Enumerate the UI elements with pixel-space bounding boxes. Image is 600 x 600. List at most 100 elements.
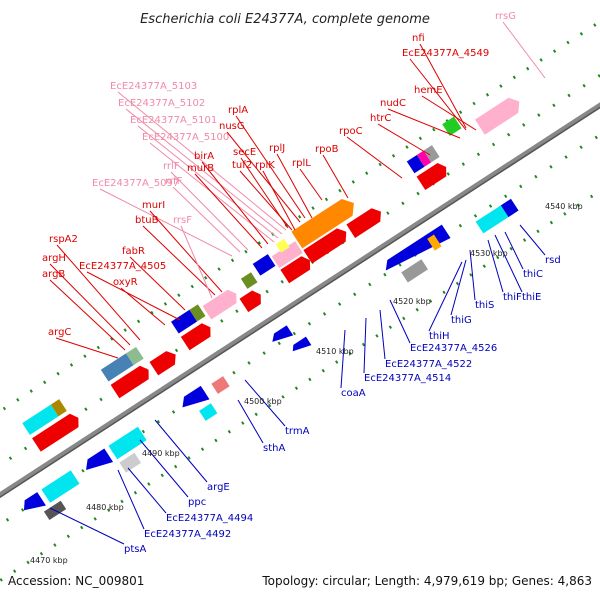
gene-label: rspA2 (49, 234, 78, 245)
leader-line (117, 91, 287, 231)
gene-label: rrsG (495, 11, 516, 22)
leader-line (377, 123, 431, 156)
gene-label: rrlF (163, 161, 180, 172)
gene-feature (86, 448, 114, 470)
gene-feature (239, 290, 261, 313)
gene-feature (199, 403, 218, 421)
gene-label: EcE24377A_5097 (92, 178, 179, 189)
gene-feature (474, 97, 520, 135)
top-label-layer: rrsG nfi EcE24377A_4549 hemE nudC htrC rpoCrpo… (42, 11, 546, 359)
gene-feature (303, 228, 347, 264)
gene-label: nusG (219, 121, 245, 132)
gene-feature (252, 254, 276, 276)
gene-label: EcE24377A_4505 (79, 261, 166, 272)
gene-label: oxyR (113, 277, 138, 288)
gene-label: nudC (380, 98, 406, 109)
gene-feature (427, 234, 442, 251)
leader-line (469, 249, 476, 301)
gene-feature (292, 336, 312, 352)
position-tick-label: 4540 kbp (545, 202, 583, 211)
gene-label: rpoB (315, 144, 339, 155)
leader-line (170, 171, 249, 251)
position-tick-label: 4500 kbp (244, 397, 282, 406)
leader-line (504, 231, 524, 270)
gene-label: nfi (412, 33, 425, 44)
leader-line (139, 439, 189, 498)
genome-backbone (0, 58, 600, 542)
gene-label: rplA (228, 105, 248, 116)
gene-feature (119, 452, 142, 473)
map-title: Escherichia coli E24377A, complete genom… (140, 12, 430, 27)
position-tick-label: 4480 kbp (86, 503, 124, 512)
leader-line (125, 108, 283, 235)
leader-line (142, 225, 216, 296)
gene-label: murI (142, 200, 165, 211)
gene-feature (22, 404, 59, 435)
gene-label: argB (42, 269, 65, 280)
gene-feature (100, 353, 134, 382)
gene-label: murB (187, 163, 214, 174)
gene-label: coaA (341, 388, 366, 399)
position-tick-label: 4530 kbp (470, 249, 508, 258)
gene-label: hemE (414, 85, 443, 96)
gene-feature (211, 376, 230, 394)
gene-label: rsd (545, 255, 561, 266)
leader-line (237, 399, 264, 444)
gene-feature (346, 208, 381, 238)
leader-line (421, 95, 477, 131)
gene-feature (416, 162, 447, 191)
gene-label: thiC (523, 269, 543, 280)
gene-feature (280, 256, 311, 284)
gene-feature (275, 238, 290, 253)
leader-line (419, 43, 467, 129)
leader-line (56, 244, 141, 341)
gene-feature (171, 309, 198, 334)
gene-label: argC (48, 327, 71, 338)
leader-line (363, 317, 367, 374)
leader-line (276, 153, 313, 219)
gene-feature (149, 351, 176, 376)
leader-line (117, 469, 145, 530)
gene-label: thiE (522, 292, 541, 303)
gene-label: ptsA (124, 544, 146, 555)
leader-line (502, 21, 546, 79)
gene-label: btuB (135, 215, 159, 226)
leader-line (389, 299, 411, 344)
gene-label: rplK (255, 160, 275, 171)
leader-line (49, 263, 131, 346)
leader-line (99, 188, 233, 257)
leader-line (137, 125, 279, 239)
gene-feature (110, 365, 149, 399)
gene-label: htrC (370, 113, 391, 124)
gene-label: EcE24377A_4514 (364, 373, 451, 384)
gene-label: rplJ (269, 143, 285, 154)
position-tick-label: 4490 kbp (142, 449, 180, 458)
gene-label: EcE24377A_4494 (166, 513, 253, 524)
position-tick-label: 4470 kbp (30, 556, 68, 565)
gene-label: fabR (122, 246, 145, 257)
gene-feature (406, 154, 425, 174)
gene-feature (442, 116, 462, 136)
leader-line (239, 170, 293, 231)
leader-line (149, 210, 223, 293)
genome-summary-text: Topology: circular; Length: 4,979,619 bp… (261, 574, 592, 588)
gene-feature (23, 492, 46, 511)
leader-line (387, 108, 461, 139)
leader-line (86, 271, 181, 321)
gene-label: rpoC (339, 126, 363, 137)
gene-feature (291, 198, 354, 249)
leader-line (49, 279, 126, 351)
gene-feature (126, 346, 144, 366)
gene-label: thiG (451, 315, 472, 326)
gene-label: birA (194, 151, 214, 162)
gene-label: trmA (285, 426, 310, 437)
accession-text: Accession: NC_009801 (8, 574, 144, 588)
gene-feature (202, 289, 237, 320)
leader-line (235, 115, 306, 219)
gene-label: EcE24377A_5103 (110, 81, 197, 92)
gene-label: sthA (263, 443, 285, 454)
leader-line (194, 173, 263, 249)
gene-label: EcE24377A_5102 (118, 98, 205, 109)
